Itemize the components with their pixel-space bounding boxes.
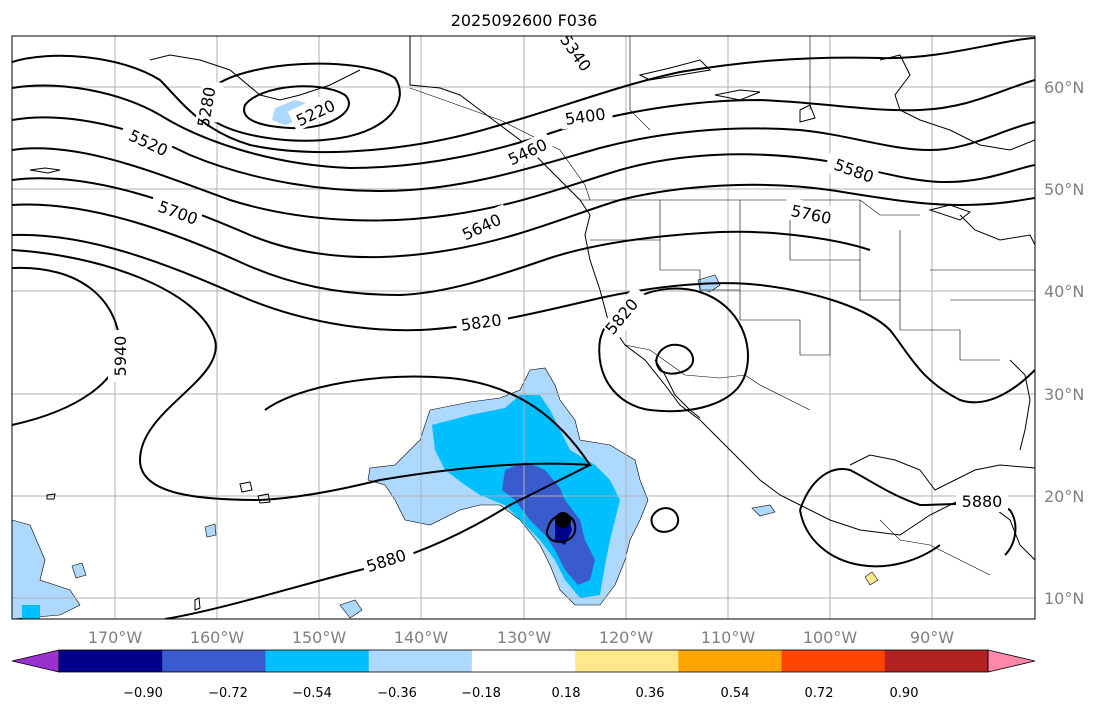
lon-label: 140°W <box>394 628 449 647</box>
lon-label: 150°W <box>292 628 347 647</box>
graticule <box>12 36 1035 619</box>
colorbar-tick-label: −0.72 <box>208 686 248 701</box>
colorbar-segment <box>162 650 266 672</box>
lon-label: 170°W <box>88 628 143 647</box>
colorbar-tick-label: −0.54 <box>292 686 332 701</box>
colorbar-tick-label: 0.90 <box>890 686 919 701</box>
lat-label: 60°N <box>1044 78 1084 97</box>
lon-label: 90°W <box>910 628 954 647</box>
colorbar-segment <box>678 650 783 672</box>
map-area: 5220 5280 5340 5400 5460 5520 5580 5640 … <box>12 36 1035 619</box>
lon-label: 100°W <box>803 628 858 647</box>
height-contours <box>12 37 1035 619</box>
colorbar-tick-label: −0.18 <box>461 686 501 701</box>
longitude-labels: 170°W 160°W 150°W 140°W 130°W 120°W 110°… <box>88 628 954 647</box>
colorbar-tick-label: −0.90 <box>123 686 163 701</box>
lon-label: 130°W <box>497 628 552 647</box>
colorbar-tick-label: 0.54 <box>721 686 750 701</box>
colorbar-segment <box>884 650 989 672</box>
lon-label: 120°W <box>599 628 654 647</box>
lat-label: 20°N <box>1044 487 1084 506</box>
contour-label-5940: 5940 <box>111 336 130 377</box>
political-borders <box>409 36 1035 576</box>
colorbar-tick-label: 0.72 <box>805 686 834 701</box>
colorbar-extend-low <box>11 649 60 673</box>
lat-label: 40°N <box>1044 282 1084 301</box>
colorbar-segment <box>781 650 886 672</box>
contour-label-5880-b: 5880 <box>962 492 1003 511</box>
colorbar-segment <box>575 650 679 672</box>
lat-label: 50°N <box>1044 180 1084 199</box>
lon-label: 160°W <box>190 628 245 647</box>
colorbar-tick-label: 0.18 <box>552 686 581 701</box>
colorbar <box>11 649 1036 673</box>
colorbar-tick-label: 0.36 <box>636 686 665 701</box>
lon-label: 110°W <box>701 628 756 647</box>
colorbar-ticks: −0.90 −0.72 −0.54 −0.36 −0.18 0.18 0.36 … <box>123 686 918 701</box>
lat-label: 10°N <box>1044 589 1084 608</box>
colorbar-tick-label: −0.36 <box>377 686 417 701</box>
colorbar-segment <box>265 650 370 672</box>
map-frame <box>11 35 1036 620</box>
colorbar-segment <box>59 650 163 672</box>
colorbar-segment <box>368 650 473 672</box>
latitude-labels: 60°N 50°N 40°N 30°N 20°N 10°N <box>1044 78 1084 608</box>
colorbar-frame <box>58 649 989 673</box>
map-title: 2025092600 F036 <box>451 11 598 30</box>
colorbar-extend-high <box>987 649 1036 673</box>
lat-label: 30°N <box>1044 385 1084 404</box>
colorbar-segment <box>471 650 576 672</box>
